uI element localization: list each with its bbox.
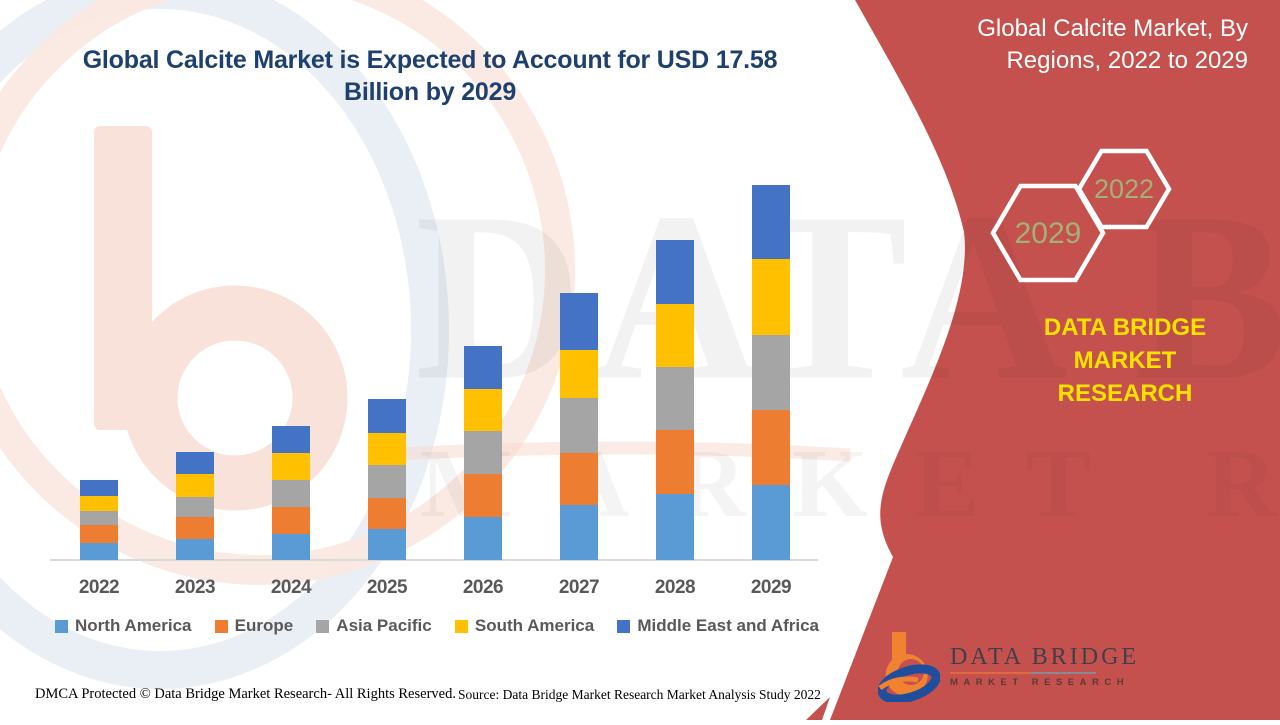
bar-segment-2025-europe xyxy=(368,498,406,530)
footer-source-text: Source: Data Bridge Market Research Mark… xyxy=(458,687,821,702)
legend-label: Europe xyxy=(234,616,294,635)
red-corner-sliver xyxy=(806,697,830,720)
panel-title-line1: Global Calcite Market, By xyxy=(977,15,1248,42)
x-axis-label-2028: 2028 xyxy=(654,577,696,598)
bar-segment-2025-middle-east-and-africa xyxy=(368,399,406,434)
bar-segment-2022-south-america xyxy=(80,496,118,511)
bar-segment-2026-north-america xyxy=(464,516,502,560)
bar-segment-2026-middle-east-and-africa xyxy=(464,345,502,389)
hexagon-2029-badge: 2029 xyxy=(990,183,1106,283)
bar-segment-2022-middle-east-and-africa xyxy=(80,480,118,496)
bar-segment-2023-europe xyxy=(176,517,214,540)
legend-label: South America xyxy=(474,616,595,635)
x-axis-label-2027: 2027 xyxy=(558,577,600,598)
bar-segment-2025-north-america xyxy=(368,529,406,560)
legend-swatch-icon xyxy=(55,619,68,633)
bar-segment-2029-middle-east-and-africa xyxy=(752,185,790,259)
legend-label: North America xyxy=(75,616,192,635)
bar-segment-2024-north-america xyxy=(272,533,310,560)
panel-brand-line1: DATA BRIDGE MARKET xyxy=(1043,314,1207,374)
bar-segment-2028-south-america xyxy=(656,304,694,368)
x-axis-label-2026: 2026 xyxy=(462,577,504,598)
bar-segment-2029-europe xyxy=(752,409,790,485)
databridge-logo: DATA BRIDGE MARKET RESEARCH xyxy=(878,630,1139,702)
bar-segment-2029-south-america xyxy=(752,258,790,335)
bar-segment-2023-south-america xyxy=(176,474,214,498)
panel-title: Global Calcite Market, By Regions, 2022 … xyxy=(948,13,1248,77)
x-axis-label-2025: 2025 xyxy=(366,577,408,598)
hexagon-2029-label: 2029 xyxy=(1015,217,1082,250)
x-axis-line xyxy=(50,559,818,561)
legend-swatch-icon xyxy=(454,619,468,633)
bar-segment-2027-south-america xyxy=(560,349,598,398)
legend-item-middle-east-and-africa: Middle East and Africa xyxy=(617,616,819,636)
bar-segment-2026-europe xyxy=(464,473,502,517)
bar-segment-2026-asia-pacific xyxy=(464,430,502,474)
legend-item-europe: Europe xyxy=(214,616,294,636)
bar-segment-2024-south-america xyxy=(272,452,310,480)
hexagon-2022-label: 2022 xyxy=(1094,174,1154,204)
x-axis-label-2023: 2023 xyxy=(174,577,216,598)
bar-segment-2028-middle-east-and-africa xyxy=(656,240,694,305)
legend-item-asia-pacific: Asia Pacific xyxy=(316,616,432,636)
panel-brand-text: DATA BRIDGE MARKET RESEARCH xyxy=(1000,311,1250,410)
chart-legend: North America Europe Asia Pacific South Ame… xyxy=(55,616,819,636)
bar-segment-2022-north-america xyxy=(80,542,118,560)
bar-segment-2025-south-america xyxy=(368,433,406,466)
logo-subtitle: MARKET RESEARCH xyxy=(950,677,1130,688)
bar-segment-2028-asia-pacific xyxy=(656,367,694,431)
hexagon-2022-badge: 2022 xyxy=(1076,148,1172,230)
footer-dmca-text: DMCA Protected © Data Bridge Market Rese… xyxy=(35,686,456,702)
legend-item-north-america: North America xyxy=(55,616,192,636)
logo-name: DATA BRIDGE xyxy=(950,644,1140,670)
legend-swatch-icon xyxy=(214,619,228,633)
panel-title-line2: Regions, 2022 to 2029 xyxy=(1006,47,1248,74)
bar-segment-2024-middle-east-and-africa xyxy=(272,425,310,453)
bar-segment-2028-europe xyxy=(656,430,694,495)
bar-segment-2027-middle-east-and-africa xyxy=(560,292,598,350)
bar-segment-2025-asia-pacific xyxy=(368,465,406,499)
x-axis-label-2022: 2022 xyxy=(78,577,120,598)
x-axis-label-2024: 2024 xyxy=(270,577,312,598)
x-axis-label-2029: 2029 xyxy=(750,577,792,598)
bar-segment-2023-asia-pacific xyxy=(176,497,214,518)
legend-item-south-america: South America xyxy=(454,616,595,636)
bar-segment-2027-asia-pacific xyxy=(560,397,598,453)
chart-title-line2: Billion by 2029 xyxy=(343,78,517,106)
bar-segment-2024-asia-pacific xyxy=(272,479,310,507)
bar-segment-2028-north-america xyxy=(656,494,694,560)
panel-brand-line2: RESEARCH xyxy=(1057,380,1193,407)
databridge-logo-b-icon xyxy=(878,632,940,702)
chart-title-line1: Global Calcite Market is Expected to Acc… xyxy=(82,46,778,74)
bar-segment-2023-middle-east-and-africa xyxy=(176,452,214,475)
bar-segment-2023-north-america xyxy=(176,539,214,560)
bar-segment-2027-europe xyxy=(560,452,598,505)
bar-segment-2026-south-america xyxy=(464,388,502,431)
bar-segment-2029-asia-pacific xyxy=(752,334,790,410)
bar-segment-2027-north-america xyxy=(560,504,598,560)
legend-swatch-icon xyxy=(617,619,631,633)
bar-segment-2029-north-america xyxy=(752,484,790,560)
logo-divider xyxy=(950,672,1096,674)
bar-segment-2022-asia-pacific xyxy=(80,510,118,526)
chart-title: Global Calcite Market is Expected to Acc… xyxy=(70,44,790,108)
bar-segment-2024-europe xyxy=(272,506,310,534)
legend-label: Asia Pacific xyxy=(336,616,432,635)
legend-label: Middle East and Africa xyxy=(637,616,819,635)
bar-segment-2022-europe xyxy=(80,525,118,543)
legend-swatch-icon xyxy=(316,619,330,633)
